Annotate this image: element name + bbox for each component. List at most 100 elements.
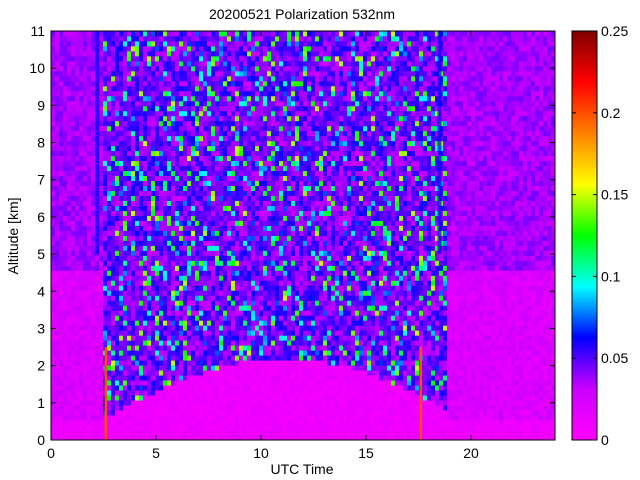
- heatmap-cell: [147, 130, 152, 137]
- heatmap-cell: [107, 65, 112, 72]
- heatmap-cell: [287, 75, 292, 82]
- heatmap-cell: [59, 205, 64, 211]
- heatmap-cell: [227, 100, 232, 107]
- heatmap-cell: [251, 170, 256, 177]
- heatmap-cell: [135, 275, 140, 281]
- heatmap-cell: [143, 230, 148, 236]
- heatmap-cell: [99, 365, 104, 371]
- heatmap-cell: [231, 430, 236, 436]
- heatmap-cell: [183, 115, 188, 122]
- heatmap-cell: [103, 215, 108, 221]
- heatmap-cell: [183, 145, 188, 152]
- heatmap-cell: [163, 410, 168, 416]
- heatmap-cell: [219, 395, 224, 401]
- heatmap-cell: [135, 75, 140, 82]
- heatmap-cell: [255, 200, 260, 206]
- heatmap-cell: [111, 195, 116, 201]
- heatmap-cell: [271, 435, 276, 441]
- heatmap-cell: [59, 155, 64, 162]
- heatmap-cell: [275, 240, 280, 246]
- heatmap-cell: [275, 365, 280, 371]
- heatmap-cell: [283, 245, 288, 251]
- heatmap-cell: [103, 115, 108, 122]
- heatmap-cell: [219, 340, 224, 346]
- heatmap-cell: [51, 180, 56, 187]
- heatmap-cell: [179, 370, 184, 376]
- heatmap-cell: [159, 370, 164, 376]
- heatmap-cell: [155, 370, 160, 376]
- heatmap-cell: [71, 435, 76, 441]
- heatmap-cell: [51, 85, 56, 92]
- heatmap-cell: [71, 275, 76, 281]
- heatmap-cell: [195, 335, 200, 341]
- heatmap-cell: [155, 355, 160, 361]
- heatmap-cell: [167, 40, 172, 47]
- heatmap-cell: [131, 370, 136, 376]
- heatmap-cell: [95, 290, 100, 296]
- heatmap-cell: [199, 155, 204, 162]
- heatmap-cell: [195, 340, 200, 346]
- heatmap-cell: [235, 155, 240, 162]
- heatmap-cell: [243, 145, 248, 152]
- heatmap-cell: [287, 155, 292, 162]
- heatmap-cell: [115, 130, 120, 137]
- heatmap-cell: [247, 215, 252, 221]
- heatmap-cell: [115, 425, 120, 431]
- heatmap-cell: [227, 70, 232, 77]
- heatmap-cell: [255, 150, 260, 157]
- heatmap-cell: [91, 375, 96, 381]
- heatmap-cell: [171, 40, 176, 47]
- heatmap-cell: [115, 400, 120, 406]
- heatmap-cell: [275, 60, 280, 67]
- heatmap-cell: [215, 115, 220, 122]
- heatmap-cell: [187, 65, 192, 72]
- heatmap-cell: [275, 135, 280, 142]
- heatmap-cell: [179, 145, 184, 152]
- heatmap-cell: [155, 395, 160, 401]
- heatmap-cell: [259, 140, 264, 147]
- heatmap-cell: [275, 265, 280, 271]
- heatmap-cell: [167, 365, 172, 371]
- heatmap-cell: [63, 380, 68, 386]
- heatmap-cell: [71, 175, 76, 182]
- heatmap-cell: [139, 135, 144, 142]
- heatmap-cell: [75, 280, 80, 286]
- heatmap-cell: [71, 135, 76, 142]
- heatmap-cell: [283, 35, 288, 42]
- heatmap-cell: [167, 300, 172, 306]
- heatmap-cell: [287, 200, 292, 206]
- heatmap-cell: [271, 355, 276, 361]
- heatmap-cell: [79, 385, 84, 391]
- heatmap-cell: [243, 105, 248, 112]
- heatmap-cell: [99, 420, 104, 426]
- heatmap-cell: [155, 190, 160, 196]
- heatmap-cell: [247, 200, 252, 206]
- heatmap-cell: [159, 135, 164, 142]
- heatmap-cell: [211, 325, 216, 331]
- heatmap-cell: [247, 330, 252, 336]
- heatmap-cell: [83, 385, 88, 391]
- heatmap-cell: [51, 60, 56, 67]
- heatmap-cell: [107, 190, 112, 196]
- heatmap-cell: [147, 300, 152, 306]
- heatmap-cell: [131, 50, 136, 57]
- heatmap-cell: [135, 195, 140, 201]
- heatmap-cell: [195, 350, 200, 356]
- heatmap-cell: [147, 150, 152, 157]
- heatmap-cell: [175, 425, 180, 431]
- heatmap-cell: [199, 360, 204, 366]
- heatmap-cell: [179, 190, 184, 196]
- heatmap-cell: [291, 300, 296, 306]
- heatmap-cell: [103, 240, 108, 246]
- heatmap-cell: [79, 290, 84, 296]
- heatmap-cell: [211, 360, 216, 366]
- heatmap-cell: [139, 130, 144, 137]
- heatmap-cell: [167, 70, 172, 77]
- heatmap-cell: [79, 100, 84, 107]
- heatmap-cell: [91, 60, 96, 67]
- heatmap-cell: [55, 245, 60, 251]
- heatmap-cell: [147, 315, 152, 321]
- heatmap-cell: [71, 200, 76, 206]
- heatmap-cell: [107, 80, 112, 87]
- heatmap-cell: [83, 235, 88, 241]
